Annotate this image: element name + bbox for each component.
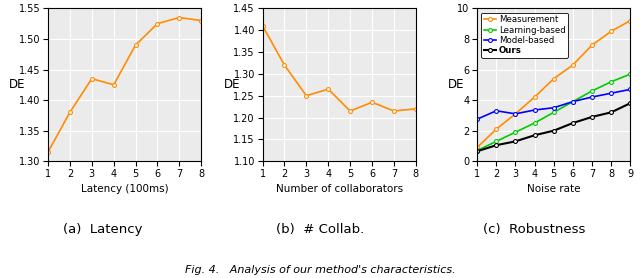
Measurement — [588, 43, 596, 47]
Ours — [474, 150, 481, 153]
Model-based — [492, 109, 500, 113]
Line: Model-based: Model-based — [475, 88, 632, 121]
Learning-based — [531, 121, 538, 125]
Learning-based — [511, 131, 519, 134]
Measurement — [474, 146, 481, 149]
Model-based — [607, 91, 615, 95]
Measurement — [569, 63, 577, 67]
X-axis label: Latency (100ms): Latency (100ms) — [81, 184, 168, 194]
Model-based — [569, 100, 577, 103]
Line: Learning-based: Learning-based — [475, 72, 632, 152]
Text: (a)  Latency: (a) Latency — [63, 223, 142, 236]
Line: Measurement: Measurement — [475, 19, 632, 149]
X-axis label: Number of collaborators: Number of collaborators — [276, 184, 403, 194]
Learning-based — [607, 80, 615, 83]
Model-based — [511, 112, 519, 116]
Ours — [588, 115, 596, 119]
Measurement — [627, 19, 634, 22]
Y-axis label: DE: DE — [223, 78, 240, 91]
Model-based — [531, 108, 538, 112]
Measurement — [607, 30, 615, 33]
Learning-based — [492, 140, 500, 143]
Ours — [531, 134, 538, 137]
Text: (b)  # Collab.: (b) # Collab. — [276, 223, 364, 236]
Model-based — [474, 118, 481, 121]
Model-based — [550, 106, 557, 110]
Learning-based — [569, 100, 577, 103]
Text: (c)  Robustness: (c) Robustness — [483, 223, 586, 236]
Ours — [511, 140, 519, 143]
Model-based — [588, 95, 596, 99]
Ours — [550, 129, 557, 132]
Ours — [492, 143, 500, 147]
Learning-based — [627, 73, 634, 76]
Measurement — [492, 127, 500, 131]
Y-axis label: DE: DE — [9, 78, 26, 91]
Y-axis label: DE: DE — [447, 78, 464, 91]
Legend: Measurement, Learning-based, Model-based, Ours: Measurement, Learning-based, Model-based… — [481, 13, 568, 58]
Ours — [569, 121, 577, 125]
Learning-based — [474, 149, 481, 152]
Model-based — [627, 88, 634, 91]
Measurement — [550, 77, 557, 80]
Ours — [627, 101, 634, 105]
Ours — [607, 111, 615, 114]
X-axis label: Noise rate: Noise rate — [527, 184, 580, 194]
Text: Fig. 4.   Analysis of our method's characteristics.: Fig. 4. Analysis of our method's charact… — [185, 265, 455, 275]
Measurement — [511, 112, 519, 116]
Learning-based — [588, 89, 596, 93]
Line: Ours: Ours — [475, 101, 632, 153]
Measurement — [531, 95, 538, 99]
Learning-based — [550, 111, 557, 114]
